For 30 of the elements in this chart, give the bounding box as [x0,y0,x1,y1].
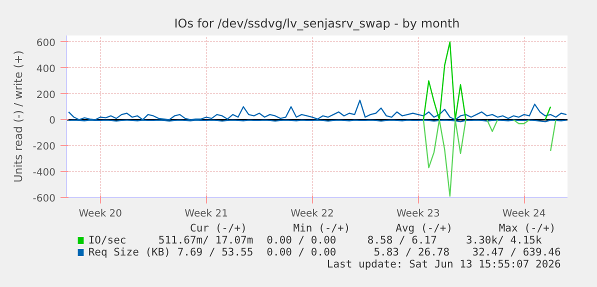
text: Min (-/+) [293,222,350,234]
chart-title: IOs for /dev/ssdvg/lv_senjasrv_swap - by month [174,16,460,30]
text: 511.67m/ 17.07m [158,234,254,246]
x-tick-label: Week 24 [502,208,546,220]
text: 8.58 / 6.17 [367,234,437,246]
x-tick-label: Week 23 [396,208,440,220]
text: Cur (-/+) [190,222,247,234]
x-tick-label: Week 20 [78,208,122,220]
y-tick-label: 0 [49,116,56,127]
text: 5.83 / 26.78 [374,246,450,258]
legend-label: Req Size (KB) [88,246,171,258]
x-tick-label: Week 22 [290,208,334,220]
text: 0.00 / 0.00 [266,234,336,246]
y-tick-label: 200 [36,90,56,101]
text: 3.30k/ 4.15k [466,234,542,246]
y-tick-label: 400 [36,64,56,75]
text: 7.69 / 53.55 [177,246,254,258]
text: 32.47 / 639.46 [472,246,561,258]
y-tick-label: -200 [32,142,56,153]
y-tick-label: -600 [32,194,56,204]
x-tick-label: Week 21 [184,208,228,220]
legend-label: IO/sec [88,234,126,246]
text: Avg (-/+) [396,222,453,234]
y-tick-label: 600 [36,38,56,49]
y-axis-title: Units read (-) / write (+) [12,50,25,183]
line-series [68,100,568,120]
y-tick-label: -400 [32,168,56,179]
text: Last update: Sat Jun 13 15:55:07 2026 [326,258,561,270]
text: 0.00 / 0.00 [266,246,336,258]
text: Max (-/+) [498,222,556,234]
